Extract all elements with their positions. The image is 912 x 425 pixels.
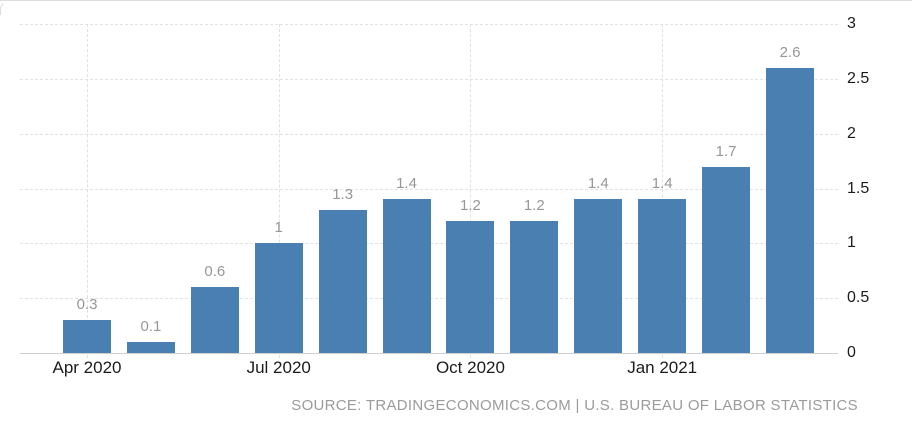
source-attribution: SOURCE: TRADINGECONOMICS.COM | U.S. BURE… [291,397,858,414]
gridline-horizontal [20,133,838,135]
gridline-horizontal [20,24,838,25]
y-tick-label: 2.5 [847,69,870,87]
bar[interactable] [254,243,303,353]
x-tick-label: Apr 2020 [52,358,122,377]
y-tick-label: 0.5 [847,289,870,307]
bar-value-label: 1.2 [523,197,545,215]
bar[interactable] [126,342,175,353]
bar-value-label: 2.6 [779,43,801,61]
bar-value-label: 0.6 [204,263,226,281]
bar[interactable] [318,210,367,353]
bar[interactable] [190,287,239,353]
bar-value-label: 0.1 [140,318,162,336]
x-tick-label: Oct 2020 [435,358,505,377]
gridline-vertical [470,24,472,358]
gridline-vertical [87,24,88,358]
y-tick-label: 2 [847,124,856,142]
gridline-horizontal [20,188,838,190]
x-tick-label: Jul 2020 [246,358,311,377]
bar-value-label: 0.3 [76,296,98,314]
y-tick-label: 0 [847,344,856,361]
y-tick-label: 1.5 [847,179,870,197]
x-axis-line [20,353,838,354]
bar[interactable] [638,199,687,353]
bar-value-label: 1.4 [651,175,673,193]
bar[interactable] [766,67,814,353]
card-corner-border [0,1,15,15]
x-tick-label: Jan 2021 [627,358,698,377]
bar-value-label: 1.3 [332,186,354,204]
bar[interactable] [574,199,623,353]
bar-value-label: 1.4 [587,175,609,193]
gridline-vertical [662,24,664,358]
gridline-horizontal [20,78,838,80]
bar-value-label: 1.7 [715,142,737,160]
bar[interactable] [382,199,431,353]
gridline-vertical [278,24,280,358]
y-tick-label: 1 [847,234,856,252]
bar[interactable] [702,166,751,353]
bar[interactable] [63,320,111,353]
bar[interactable] [510,221,559,353]
bar-value-label: 1.4 [396,175,417,193]
bar-value-label: 1 [274,219,283,237]
y-tick-label: 3 [847,15,856,32]
bar[interactable] [446,221,495,353]
bar-value-label: 1.2 [460,197,481,215]
